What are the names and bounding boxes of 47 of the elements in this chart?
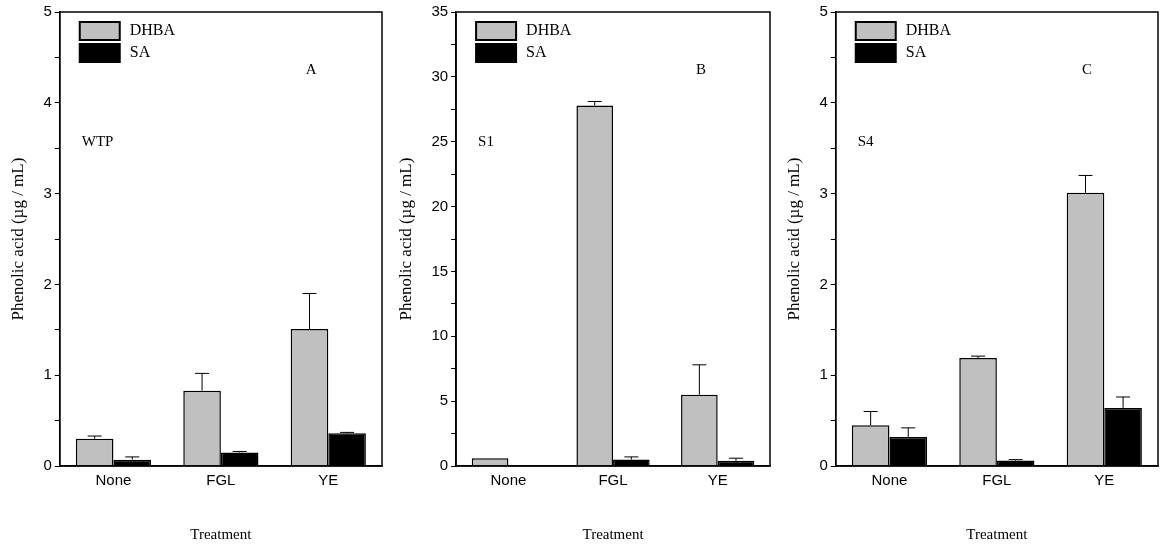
annotation: B (695, 60, 706, 77)
y-tick-label: 2 (43, 274, 52, 292)
x-tick-label: YE (318, 471, 339, 489)
legend-label: SA (526, 43, 547, 61)
annotation: WTP (81, 132, 114, 149)
y-tick-label: 0 (819, 456, 828, 474)
y-tick-label: 4 (819, 92, 828, 110)
x-tick-label: None (490, 471, 527, 489)
y-tick-label: 3 (43, 183, 52, 201)
x-axis-title: Treatment (190, 525, 253, 542)
legend-label: SA (129, 43, 151, 61)
y-tick-label: 30 (431, 67, 449, 84)
x-axis-title: Treatment (582, 525, 645, 542)
y-tick-label: 0 (439, 456, 449, 474)
y-tick-label: 4 (43, 92, 52, 110)
x-tick-label: FGL (598, 471, 628, 489)
y-tick-label: 3 (819, 183, 828, 201)
x-tick-label: FGL (206, 471, 236, 489)
y-tick-label: 5 (439, 391, 449, 409)
y-tick-label: 2 (819, 274, 828, 292)
x-tick-label: FGL (982, 471, 1012, 489)
y-tick-label: 0 (43, 456, 52, 474)
y-tick-label: 1 (819, 365, 828, 383)
x-tick-label: None (871, 471, 908, 489)
legend-label: DHBA (129, 21, 176, 39)
x-tick-label: None (95, 471, 132, 489)
y-tick-label: 20 (431, 196, 449, 214)
annotation: S1 (478, 132, 494, 149)
annotation: A (305, 60, 317, 77)
y-tick-label: 25 (431, 131, 449, 149)
annotation: S4 (857, 132, 875, 149)
y-tick-label: 10 (431, 326, 449, 344)
x-tick-label: YE (707, 471, 728, 489)
legend-label: SA (905, 43, 927, 61)
x-axis-title: Treatment (966, 525, 1029, 542)
y-tick-label: 1 (43, 365, 52, 383)
y-axis-title: Phenolic acid (µg / mL) (783, 157, 803, 321)
y-tick-label: 5 (819, 2, 828, 20)
y-axis-title: Phenolic acid (µg / mL) (7, 157, 27, 321)
y-tick-label: 35 (431, 2, 449, 20)
y-tick-label: 15 (431, 261, 449, 279)
x-tick-label: YE (1094, 471, 1115, 489)
y-tick-label: 5 (43, 2, 52, 20)
annotation: C (1082, 60, 1093, 77)
y-axis-title: Phenolic acid (µg / mL) (395, 157, 415, 321)
legend-label: DHBA (905, 21, 952, 39)
legend-label: DHBA (526, 21, 572, 39)
